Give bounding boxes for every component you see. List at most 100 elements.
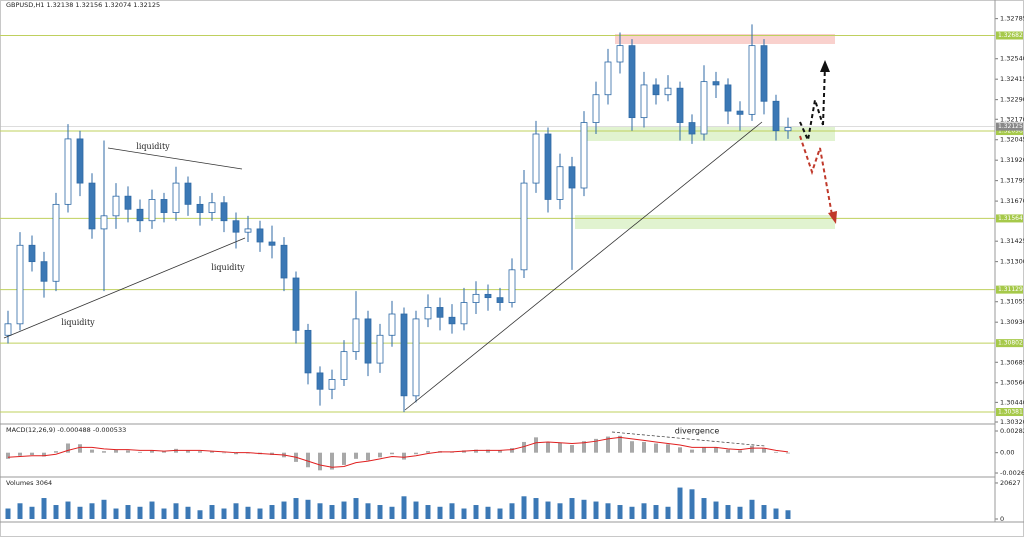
macd-bar — [186, 450, 190, 453]
macd-bar — [402, 452, 406, 460]
level-label: 1.32098 — [998, 128, 1023, 135]
candle-body — [424, 307, 432, 320]
macd-bar — [642, 441, 646, 453]
macd-bar — [366, 452, 370, 461]
level-label-bg — [996, 339, 1023, 348]
supply-zone — [615, 34, 835, 44]
candle-body — [4, 323, 12, 336]
candle-body — [388, 313, 396, 336]
macd-bar — [6, 452, 10, 459]
candle-body — [760, 45, 768, 102]
y-tick-label: 1.30685 — [1000, 358, 1024, 366]
macd-bar — [486, 449, 490, 453]
candle-body — [448, 316, 456, 325]
candle-body — [580, 122, 588, 189]
volume-bar — [737, 506, 743, 519]
volume-bar — [101, 499, 107, 519]
level-label-bg — [996, 214, 1023, 223]
volume-bar — [557, 503, 563, 519]
candle-body — [352, 318, 360, 353]
volume-bar — [533, 498, 539, 519]
candle-body — [628, 45, 636, 119]
level-label-bg — [996, 127, 1023, 136]
candle-body — [52, 203, 60, 282]
macd-bar — [162, 451, 166, 453]
volume-bar — [617, 505, 623, 519]
candle-body — [100, 215, 108, 230]
candle-body — [136, 208, 144, 222]
annotation: liquidity — [136, 142, 170, 151]
macd-bar — [138, 451, 142, 453]
trend-line — [107, 147, 243, 170]
macd-bar — [750, 445, 754, 453]
macd-bar — [126, 450, 130, 453]
candle-body — [280, 244, 288, 279]
volume-bar — [665, 506, 671, 519]
macd-bar — [18, 452, 22, 456]
macd-bar — [678, 447, 682, 453]
macd-bar — [414, 452, 418, 455]
candle-body — [676, 87, 684, 123]
volume-bar — [497, 508, 503, 519]
level-label-bg — [996, 285, 1023, 294]
candle-body — [88, 182, 96, 230]
candle-body — [376, 334, 384, 364]
annotation: divergence — [675, 427, 720, 436]
volume-bar — [269, 505, 275, 519]
volume-bar — [245, 506, 251, 519]
macd-bar — [702, 447, 706, 453]
candle-body — [400, 313, 408, 397]
volume-bar — [185, 506, 191, 519]
macd-bar — [234, 452, 238, 455]
macd-bar — [342, 452, 346, 465]
y-tick-label: 1.32540 — [1000, 55, 1024, 63]
signal-line — [7, 436, 789, 468]
y-tick-label: 0 — [1000, 515, 1004, 523]
level-label: 1.31564 — [998, 215, 1023, 222]
candle-body — [28, 244, 36, 263]
macd-bar — [378, 452, 382, 458]
arrow-head — [828, 211, 837, 224]
macd-bar — [30, 452, 34, 455]
volume-bar — [29, 506, 35, 519]
volume-bar — [293, 498, 299, 519]
volume-bar — [509, 503, 515, 519]
candle-body — [712, 81, 720, 86]
y-tick-label: 1.32170 — [1000, 115, 1024, 123]
macd-bar — [690, 449, 694, 453]
macd-bar — [78, 444, 82, 453]
volume-bar — [173, 503, 179, 519]
level-label: 1.30381 — [998, 409, 1023, 416]
volume-bar — [233, 503, 239, 519]
volume-bar — [125, 505, 131, 519]
volume-bar — [605, 503, 611, 519]
candle-body — [16, 244, 24, 325]
volume-bar — [581, 499, 587, 519]
candle-body — [544, 133, 552, 200]
volume-bar — [41, 498, 47, 519]
volume-bar — [149, 501, 155, 519]
volume-bar — [257, 508, 263, 519]
divergence-line — [611, 431, 766, 447]
macd-bar — [786, 452, 790, 454]
macd-bar — [726, 449, 730, 453]
volume-bar — [485, 506, 491, 519]
candle-body — [412, 318, 420, 397]
volume-bar — [545, 501, 551, 519]
y-tick-label: 1.31425 — [1000, 237, 1024, 245]
candle-body — [496, 297, 504, 303]
plot: GBPUSD,H1 1.32138 1.32156 1.32074 1.3212… — [0, 1, 1024, 523]
macd-bar — [618, 435, 622, 453]
volume-bar — [137, 506, 143, 519]
volume-bar — [65, 501, 71, 519]
candle-body — [532, 133, 540, 184]
volume-bar — [761, 505, 767, 519]
macd-bar — [498, 450, 502, 453]
macd-bar — [66, 443, 70, 453]
candle-body — [604, 61, 612, 96]
macd-bar — [426, 451, 430, 453]
volume-bar — [521, 496, 527, 519]
candle-body — [196, 203, 204, 213]
candle-body — [328, 379, 336, 390]
